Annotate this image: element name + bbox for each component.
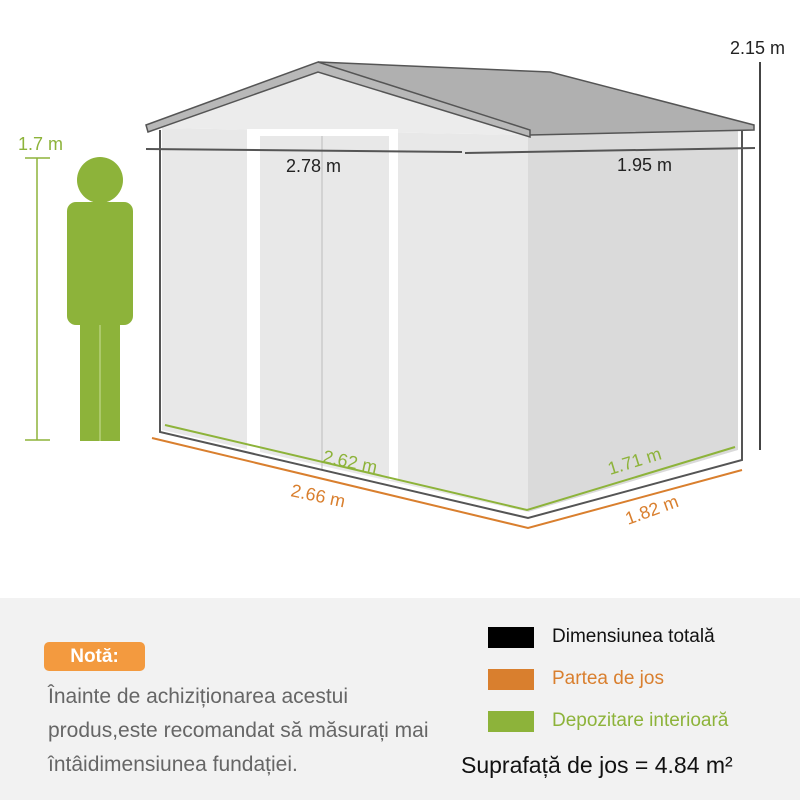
legend-label: Partea de jos bbox=[552, 668, 664, 689]
shed-diagram: 2.78 m 1.95 m 2.15 m 2.62 m 1.71 m 2.66 … bbox=[18, 38, 785, 530]
legend-swatch-black bbox=[488, 626, 534, 648]
shed-side-wall bbox=[528, 130, 738, 512]
legend-label: Dimensiunea totală bbox=[552, 626, 715, 647]
note-text: Înainte de achiziționarea acestui produs… bbox=[48, 685, 429, 776]
base-depth-label: 1.82 m bbox=[623, 491, 682, 529]
width-line bbox=[145, 148, 463, 153]
person-height-label: 1.7 m bbox=[18, 134, 63, 154]
shed-outline bbox=[159, 130, 743, 520]
shed-gable bbox=[162, 72, 528, 135]
width-total-label: 2.78 m bbox=[286, 156, 341, 176]
interior-line bbox=[164, 424, 736, 512]
base-width-label: 2.66 m bbox=[289, 480, 347, 511]
door-frame bbox=[389, 130, 398, 480]
roof-front-edge bbox=[145, 61, 531, 139]
legend-label: Depozitare interioară bbox=[552, 710, 729, 731]
info-panel bbox=[0, 598, 800, 800]
base-area: Suprafață de jos = 4.84 m² bbox=[461, 752, 733, 778]
door-frame-top bbox=[247, 129, 398, 136]
legend-swatch-green bbox=[488, 710, 534, 732]
depth-total-label: 1.95 m bbox=[617, 155, 672, 175]
legend-item-total: Dimensiunea totală bbox=[488, 626, 715, 648]
door-frame bbox=[247, 130, 260, 452]
depth-line bbox=[464, 147, 756, 154]
legend-swatch-orange bbox=[488, 668, 534, 690]
legend-item-base: Partea de jos bbox=[488, 668, 664, 690]
base-line bbox=[151, 437, 743, 530]
note-badge: Notă: bbox=[44, 642, 145, 671]
height-total-label: 2.15 m bbox=[730, 38, 785, 58]
legend-item-interior: Depozitare interioară bbox=[488, 710, 728, 732]
